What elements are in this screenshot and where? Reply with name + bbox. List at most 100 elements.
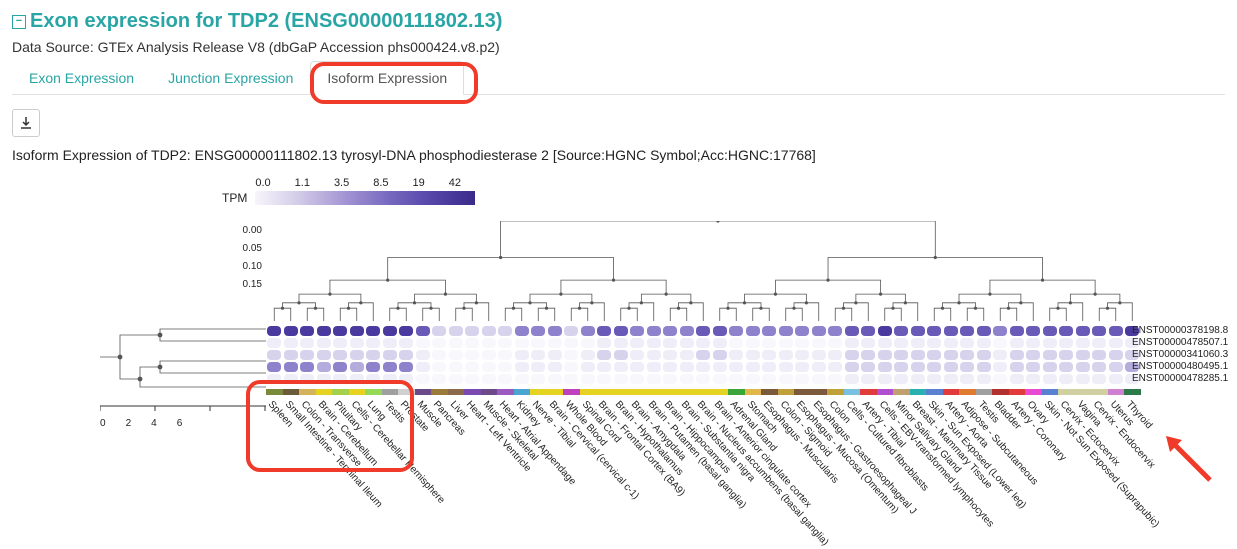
heatmap-cell[interactable]	[745, 373, 762, 385]
heatmap-cell[interactable]	[415, 361, 432, 373]
heatmap-cell[interactable]	[1042, 337, 1059, 349]
heatmap-cell[interactable]	[910, 325, 927, 337]
heatmap-cell[interactable]	[547, 325, 564, 337]
heatmap-cell[interactable]	[431, 325, 448, 337]
heatmap-cell[interactable]	[563, 349, 580, 361]
heatmap-cell[interactable]	[596, 325, 613, 337]
heatmap-cell[interactable]	[563, 361, 580, 373]
heatmap-cell[interactable]	[398, 349, 415, 361]
heatmap-cell[interactable]	[893, 349, 910, 361]
heatmap-cell[interactable]	[365, 361, 382, 373]
heatmap-cell[interactable]	[1025, 325, 1042, 337]
heatmap-cell[interactable]	[431, 361, 448, 373]
heatmap-cell[interactable]	[514, 325, 531, 337]
heatmap-cell[interactable]	[712, 325, 729, 337]
heatmap-cell[interactable]	[761, 337, 778, 349]
heatmap-cell[interactable]	[332, 337, 349, 349]
tab-exon-expression[interactable]: Exon Expression	[12, 61, 151, 94]
heatmap-cell[interactable]	[1091, 373, 1108, 385]
heatmap-cell[interactable]	[299, 373, 316, 385]
isoform-label[interactable]: ENST00000478507.1	[1132, 337, 1228, 349]
heatmap-cell[interactable]	[976, 337, 993, 349]
heatmap-cell[interactable]	[860, 373, 877, 385]
heatmap-cell[interactable]	[893, 337, 910, 349]
heatmap-cell[interactable]	[662, 361, 679, 373]
heatmap-cell[interactable]	[679, 349, 696, 361]
heatmap-cell[interactable]	[662, 337, 679, 349]
heatmap-cell[interactable]	[1009, 349, 1026, 361]
heatmap-cell[interactable]	[1091, 337, 1108, 349]
heatmap-cell[interactable]	[464, 361, 481, 373]
heatmap-cell[interactable]	[349, 373, 366, 385]
heatmap-cell[interactable]	[646, 361, 663, 373]
heatmap-cell[interactable]	[712, 361, 729, 373]
heatmap-cell[interactable]	[349, 349, 366, 361]
heatmap-cell[interactable]	[497, 361, 514, 373]
heatmap-cell[interactable]	[926, 337, 943, 349]
heatmap-cell[interactable]	[497, 349, 514, 361]
heatmap-cell[interactable]	[283, 337, 300, 349]
heatmap-cell[interactable]	[926, 325, 943, 337]
heatmap-cell[interactable]	[398, 361, 415, 373]
heatmap-cell[interactable]	[712, 373, 729, 385]
heatmap-cell[interactable]	[745, 361, 762, 373]
heatmap-cell[interactable]	[547, 337, 564, 349]
heatmap-cell[interactable]	[910, 349, 927, 361]
heatmap-cell[interactable]	[299, 325, 316, 337]
heatmap-cell[interactable]	[926, 349, 943, 361]
heatmap-cell[interactable]	[959, 361, 976, 373]
heatmap-cell[interactable]	[316, 337, 333, 349]
heatmap-cell[interactable]	[959, 349, 976, 361]
heatmap-cell[interactable]	[1025, 337, 1042, 349]
heatmap-cell[interactable]	[514, 349, 531, 361]
heatmap-cell[interactable]	[761, 373, 778, 385]
heatmap-cell[interactable]	[1075, 349, 1092, 361]
heatmap-cell[interactable]	[629, 349, 646, 361]
heatmap-cell[interactable]	[448, 361, 465, 373]
heatmap-cell[interactable]	[596, 349, 613, 361]
heatmap-cell[interactable]	[382, 325, 399, 337]
heatmap-cell[interactable]	[1058, 325, 1075, 337]
heatmap-cell[interactable]	[662, 349, 679, 361]
heatmap-cell[interactable]	[580, 361, 597, 373]
collapse-icon[interactable]: −	[12, 15, 26, 29]
heatmap-cell[interactable]	[1075, 337, 1092, 349]
heatmap-cell[interactable]	[877, 361, 894, 373]
heatmap-cell[interactable]	[1009, 325, 1026, 337]
heatmap-cell[interactable]	[266, 373, 283, 385]
heatmap-cell[interactable]	[910, 373, 927, 385]
heatmap-cell[interactable]	[695, 349, 712, 361]
heatmap-cell[interactable]	[316, 373, 333, 385]
heatmap-cell[interactable]	[1075, 373, 1092, 385]
heatmap-cell[interactable]	[844, 349, 861, 361]
heatmap-cell[interactable]	[415, 349, 432, 361]
heatmap-cell[interactable]	[613, 337, 630, 349]
heatmap-cell[interactable]	[1042, 373, 1059, 385]
heatmap-cell[interactable]	[514, 337, 531, 349]
heatmap-cell[interactable]	[860, 361, 877, 373]
heatmap-cell[interactable]	[728, 373, 745, 385]
isoform-label[interactable]: ENST00000480495.1	[1132, 361, 1228, 373]
heatmap-cell[interactable]	[316, 361, 333, 373]
heatmap-cell[interactable]	[1025, 361, 1042, 373]
heatmap-cell[interactable]	[910, 337, 927, 349]
heatmap-cell[interactable]	[827, 361, 844, 373]
heatmap-cell[interactable]	[365, 337, 382, 349]
heatmap-cell[interactable]	[596, 373, 613, 385]
heatmap-cell[interactable]	[679, 337, 696, 349]
heatmap-cell[interactable]	[827, 325, 844, 337]
heatmap-cell[interactable]	[431, 337, 448, 349]
heatmap-cell[interactable]	[844, 337, 861, 349]
heatmap-cell[interactable]	[893, 325, 910, 337]
heatmap-cell[interactable]	[992, 373, 1009, 385]
heatmap-cell[interactable]	[695, 325, 712, 337]
isoform-label[interactable]: ENST00000378198.8	[1132, 325, 1228, 337]
heatmap-cell[interactable]	[596, 361, 613, 373]
heatmap-cell[interactable]	[266, 337, 283, 349]
heatmap-cell[interactable]	[1108, 349, 1125, 361]
heatmap-cell[interactable]	[992, 337, 1009, 349]
heatmap-cell[interactable]	[398, 337, 415, 349]
heatmap-cell[interactable]	[794, 325, 811, 337]
heatmap-cell[interactable]	[794, 373, 811, 385]
heatmap-cell[interactable]	[976, 361, 993, 373]
